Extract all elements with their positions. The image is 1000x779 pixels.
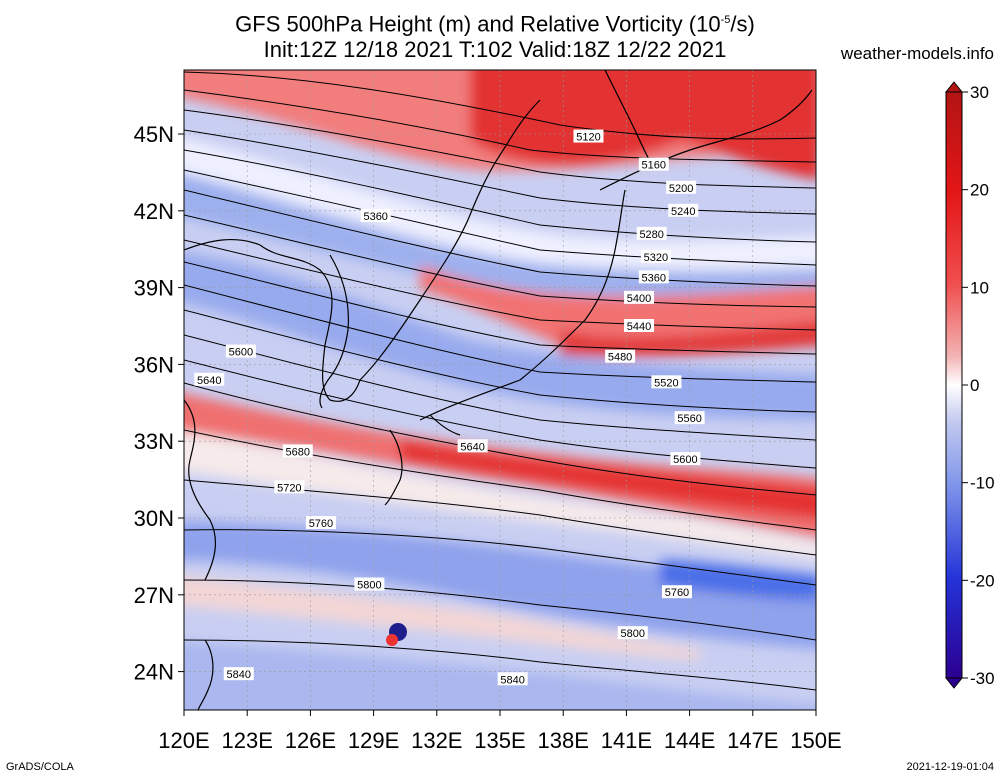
colorbar-tick-label: 20 — [970, 181, 989, 200]
chart-title-line1: GFS 500hPa Height (m) and Relative Vorti… — [235, 11, 755, 37]
contour-label: 5240 — [671, 206, 695, 218]
contour-label: 5320 — [644, 252, 668, 264]
x-axis-label: 144E — [664, 728, 715, 753]
contour-label: 5640 — [197, 375, 221, 387]
contour-label-bg — [661, 585, 692, 599]
contour-label-bg — [457, 439, 488, 453]
contour-label-bg — [360, 208, 391, 222]
contour-label-bg — [274, 480, 305, 494]
contour-label: 5600 — [229, 347, 253, 359]
y-axis-label: 24N — [134, 660, 174, 685]
y-axis-label: 30N — [134, 506, 174, 531]
colorbar-tick-label: 10 — [970, 278, 989, 297]
contour-label-bg — [640, 249, 671, 263]
x-axis-labels: 120E 123E 126E 129E 132E 135E 138E 141E 144E 147E… — [158, 710, 842, 753]
site-label: weather-models.info — [840, 44, 994, 63]
y-axis-label: 27N — [134, 583, 174, 608]
contour-label-bg — [624, 319, 655, 332]
colorbar-tick-label: -10 — [970, 474, 995, 493]
y-axis-label: 33N — [134, 429, 174, 454]
x-axis-label: 135E — [474, 728, 525, 753]
contour-label: 5440 — [627, 321, 651, 333]
contour-label: 5760 — [665, 587, 689, 599]
x-axis-label: 150E — [790, 728, 841, 753]
chart-title-line2: Init:12Z 12/18 2021 T:102 Valid:18Z 12/2… — [263, 37, 727, 62]
x-axis-label: 138E — [538, 728, 589, 753]
contour-label-bg — [674, 411, 705, 425]
contour-label-bg — [573, 129, 604, 143]
x-axis-label: 129E — [348, 728, 399, 753]
contour-label-bg — [223, 667, 254, 681]
contour-label: 5160 — [642, 160, 666, 172]
contour-label: 5800 — [357, 580, 381, 592]
contour-label-bg — [225, 344, 256, 358]
colorbar-tick-label: -30 — [970, 669, 995, 688]
contour-label-bg — [670, 452, 701, 466]
contour-label-bg — [282, 444, 313, 458]
y-axis-labels: 45N 42N 39N 36N 33N 30N 27N 24N — [134, 122, 184, 685]
colorbar-ticks: 30 20 10 0 -10 -20 -30 — [962, 83, 995, 688]
contour-label: 5480 — [608, 352, 632, 364]
footer-credit: GrADS/COLA — [6, 761, 74, 773]
contour-label: 5360 — [363, 211, 387, 223]
contour-label: 5520 — [654, 377, 678, 389]
y-axis-label: 36N — [134, 352, 174, 377]
contour-label-bg — [638, 270, 669, 284]
contour-label-bg — [497, 672, 528, 686]
contour-label-bg — [668, 203, 699, 217]
x-axis-label: 141E — [601, 728, 652, 753]
x-axis-label: 120E — [158, 728, 209, 753]
height-contours — [184, 71, 816, 691]
contour-label: 5560 — [677, 413, 701, 425]
contour-label-bg — [636, 226, 667, 240]
x-axis-label: 147E — [727, 728, 778, 753]
colorbar-tick-label: 30 — [970, 83, 989, 102]
contour-label: 5600 — [673, 454, 697, 466]
y-axis-label: 39N — [134, 276, 174, 301]
contour-label-bg — [354, 577, 385, 591]
contour-label: 5280 — [639, 229, 663, 241]
colorbar-tick-label: -20 — [970, 571, 995, 590]
contour-label: 5200 — [669, 183, 693, 195]
contour-label: 5120 — [576, 132, 600, 144]
contour-label: 5400 — [627, 293, 651, 305]
contour-label: 5840 — [227, 669, 251, 681]
contour-label-bg — [624, 290, 655, 304]
y-axis-label: 45N — [134, 122, 174, 147]
y-axis-label: 42N — [134, 199, 174, 224]
contour-label-bg — [194, 372, 225, 386]
footer-timestamp: 2021-12-19-01:04 — [906, 761, 994, 773]
contour-label: 5640 — [460, 441, 484, 453]
x-axis-label: 126E — [285, 728, 336, 753]
colorbar — [944, 81, 964, 689]
contour-label: 5760 — [309, 518, 333, 530]
contour-label-bg — [605, 349, 636, 363]
x-axis-label: 123E — [222, 728, 273, 753]
x-axis-label: 132E — [411, 728, 462, 753]
contour-label-bg — [651, 375, 682, 389]
contour-label-bg — [617, 626, 648, 640]
contour-label-bg — [305, 516, 336, 530]
contour-label-bg — [638, 157, 669, 171]
contour-label-bg — [666, 180, 697, 194]
contour-label: 5680 — [286, 446, 310, 458]
contour-label: 5720 — [277, 482, 301, 494]
contour-label: 5840 — [500, 674, 524, 686]
contour-label: 5800 — [620, 628, 644, 640]
contour-label: 5360 — [642, 272, 666, 284]
colorbar-tick-label: 0 — [970, 376, 979, 395]
